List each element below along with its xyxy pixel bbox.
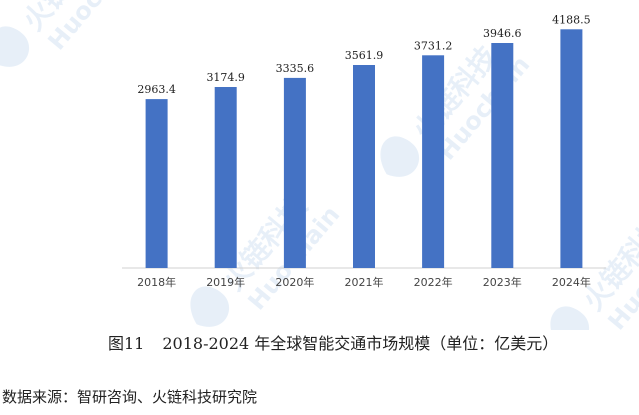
value-label: 4188.5 [552,13,591,26]
x-tick-label: 2023年 [483,275,522,289]
value-label: 3946.6 [483,27,522,40]
bar-chart: 火链科技Huochain火链科技Huochain火链科技Huochain火链科技… [0,0,639,330]
x-tick-label: 2018年 [137,275,176,289]
figure-caption: 图11 2018-2024 年全球智能交通市场规模（单位：亿美元） [108,330,639,354]
figure-number: 图11 [108,334,145,353]
watermark-logo-mark [380,136,420,177]
x-tick-label: 2021年 [345,275,384,289]
x-tick-labels-group: 2018年 2019年 2020年 2021年 2022年 2023年 2024年 [137,275,591,289]
data-source-note: 数据来源：智研咨询、火链科技研究院 [2,388,258,406]
bar-2019年 [214,87,237,268]
watermark-logo-mark [0,26,30,67]
x-tick-label: 2024年 [552,275,591,289]
x-tick-label: 2020年 [275,275,314,289]
bar-2022年 [422,55,445,268]
bar-2020年 [283,77,306,269]
x-tick-label: 2022年 [414,275,453,289]
bar-2018年 [145,99,168,268]
watermark-logo-mark [550,306,590,330]
watermark-layer: 火链科技Huochain火链科技Huochain火链科技Huochain火链科技… [0,0,639,330]
bars-group [145,29,583,269]
value-label: 2963.4 [137,83,176,96]
value-label: 3561.9 [345,49,384,62]
x-tick-label: 2019年 [206,275,245,289]
value-label: 3174.9 [206,71,245,84]
value-labels-group: 2963.4 3174.9 3335.6 3561.9 3731.2 3946.6 4188… [137,13,590,96]
value-label: 3731.2 [414,39,453,52]
figure-title: 2018-2024 年全球智能交通市场规模（单位：亿美元） [162,334,559,353]
bar-2021年 [353,65,375,268]
watermark-logo-mark [190,286,230,327]
bar-2023年 [491,43,514,268]
bar-2024年 [560,29,583,268]
value-label: 3335.6 [276,62,315,75]
